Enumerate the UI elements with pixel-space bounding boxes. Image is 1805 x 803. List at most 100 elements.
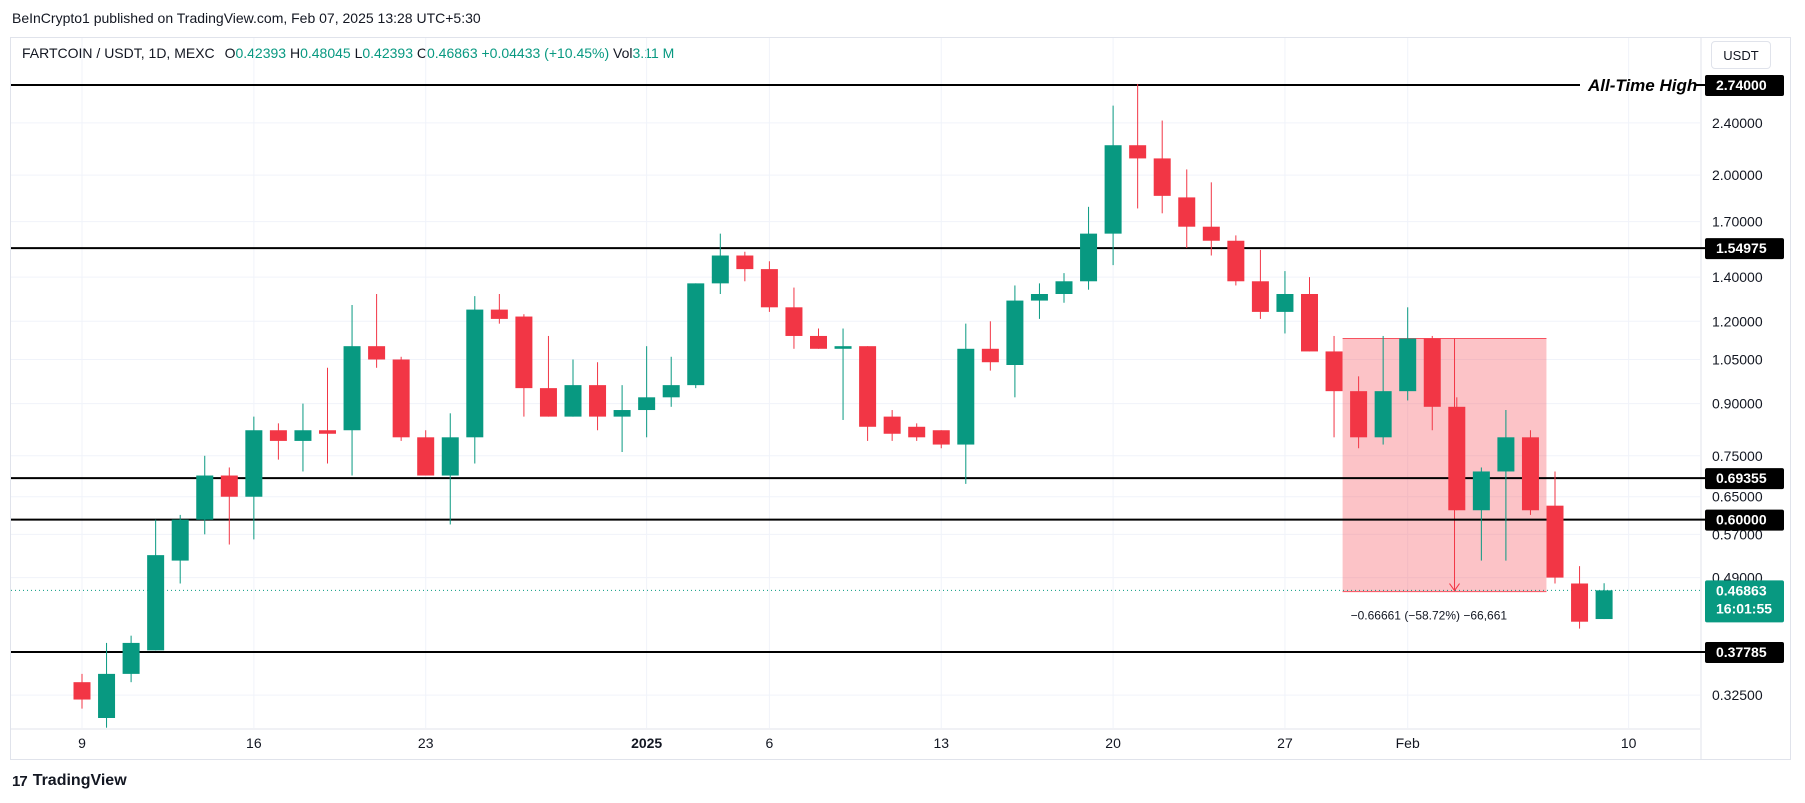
level-badge (1705, 75, 1784, 96)
countdown-label: 16:01:55 (1716, 600, 1772, 616)
candle-body (1350, 391, 1368, 438)
y-tick-label: 1.40000 (1712, 269, 1763, 285)
measure-range: −0.66661 (−58.72%) −66,661 (1342, 337, 1547, 623)
candle-body (1595, 590, 1613, 620)
candle-body (883, 416, 901, 434)
candle-body (1251, 281, 1269, 312)
level-label: 0.37785 (1716, 644, 1767, 660)
level-label: 0.69355 (1716, 470, 1767, 486)
candle-body (981, 348, 999, 363)
candle-body (1276, 294, 1294, 312)
measure-label: −0.66661 (−58.72%) −66,661 (1351, 609, 1508, 623)
level-label: 1.54975 (1716, 240, 1767, 256)
y-tick-label: 0.32500 (1712, 687, 1763, 703)
candle-body (908, 426, 926, 438)
y-tick-label: 1.20000 (1712, 313, 1763, 329)
open-value: 0.42393 (235, 45, 287, 61)
candle-body (1129, 145, 1147, 159)
low-value: 0.42393 (362, 45, 413, 61)
candle-body (711, 255, 729, 284)
x-tick-label: 27 (1277, 735, 1293, 751)
candle-body (662, 385, 680, 398)
x-tick-label: 10 (1621, 735, 1637, 751)
level-badge (1705, 468, 1784, 490)
x-tick-label: 6 (766, 735, 774, 751)
candle-body (1202, 226, 1220, 241)
y-tick-label: 0.65000 (1712, 489, 1763, 505)
candle-body (1301, 294, 1318, 352)
high-value: 0.48045 (300, 45, 351, 61)
candle-body (539, 388, 557, 417)
candle-body (613, 410, 631, 417)
close-label: C (416, 45, 427, 61)
candle-body (1030, 294, 1048, 301)
y-tick-label: 1.05000 (1712, 351, 1763, 367)
candle-body (98, 673, 116, 718)
candle-body (1325, 351, 1343, 392)
candle-body (1546, 505, 1564, 578)
candle-body (417, 437, 435, 476)
candle-body (1497, 437, 1515, 472)
candle-body (589, 385, 607, 417)
candle-body (319, 430, 336, 434)
candle-body (564, 385, 582, 417)
candle-body (245, 430, 263, 497)
open-label: O (224, 45, 236, 61)
time-axis[interactable]: 9 16 23 2025 6 13 20 27 Feb 10 (78, 735, 1637, 751)
tradingview-logo[interactable]: 17 TradingView (12, 772, 127, 790)
candle-body (859, 346, 877, 427)
candle-body (1006, 300, 1024, 365)
candle-body (785, 307, 803, 336)
candle-body (1374, 391, 1392, 438)
last-price-badge (1705, 580, 1784, 623)
candle-body (441, 437, 459, 476)
candle-body (220, 475, 238, 497)
measure-rect (1342, 338, 1547, 592)
volume-label: Vol (613, 45, 633, 61)
x-tick-label: Feb (1396, 735, 1420, 751)
close-value: 0.46863 (427, 45, 478, 61)
y-tick-label: 2.40000 (1712, 115, 1763, 131)
axis-labels: 0.46863 16:01:55 2.74000 1.54975 0.69355 0.60… (1705, 75, 1784, 663)
candle-body (368, 346, 386, 360)
candle-body (73, 682, 91, 700)
candle-body (957, 348, 975, 445)
level-badge (1705, 238, 1784, 260)
candle-body (171, 519, 189, 561)
candle-body (490, 309, 508, 319)
x-tick-label: 2025 (631, 735, 662, 751)
candle-body (1055, 281, 1073, 295)
candle-body (1399, 338, 1417, 392)
candle-body (736, 255, 754, 270)
measure-arrow-icon (1449, 583, 1460, 592)
horizontal-levels: All-Time High (11, 76, 1705, 653)
candle-body (1227, 240, 1245, 282)
change-value: +0.04433 (+10.45%) (481, 45, 610, 61)
candle-body (122, 642, 140, 674)
candles (73, 83, 1613, 728)
level-badge (1705, 509, 1784, 531)
x-tick-label: 16 (246, 735, 262, 751)
candle-body (1472, 471, 1490, 511)
candle-body (1080, 233, 1098, 282)
candle-body (638, 397, 656, 411)
y-tick-label: 2.00000 (1712, 167, 1763, 183)
candle-body (466, 309, 484, 438)
high-label: H (289, 45, 301, 61)
y-tick-label: 0.75000 (1712, 448, 1763, 464)
y-tick-label: 1.70000 (1712, 214, 1763, 230)
symbol-name[interactable]: FARTCOIN / USDT, 1D, MEXC (22, 45, 215, 61)
currency-button[interactable]: USDT (1711, 41, 1771, 69)
candle-body (932, 430, 950, 445)
candle-body (269, 430, 287, 441)
candle-body (1521, 437, 1539, 511)
candle-body (196, 475, 214, 520)
candle-body (1104, 145, 1122, 234)
chart-frame (10, 37, 1791, 760)
level-label: 2.74000 (1716, 77, 1767, 93)
ath-note: All-Time High (1587, 76, 1697, 95)
candle-body (687, 283, 705, 386)
x-tick-label: 9 (78, 735, 86, 751)
candle-body (147, 555, 165, 651)
